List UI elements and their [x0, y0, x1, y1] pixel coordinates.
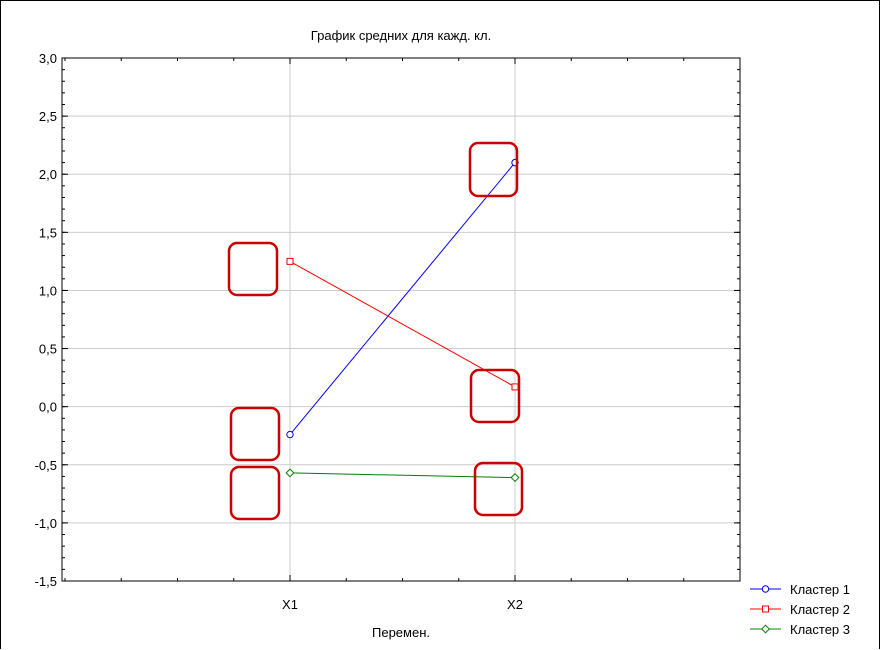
- y-tick-label: 0,0: [39, 400, 57, 415]
- y-tick-label: -1,5: [35, 574, 57, 589]
- series-layer: [285, 158, 520, 483]
- x-axis-label: Перемен.: [372, 625, 430, 640]
- highlight-box: [229, 406, 281, 462]
- legend-marker: [760, 624, 771, 634]
- data-point: [286, 257, 294, 265]
- x-tick-label: X2: [507, 597, 523, 612]
- data-point: [510, 473, 520, 483]
- highlight-box: [468, 141, 519, 198]
- y-tick-label: 1,0: [39, 283, 57, 298]
- x-tick-label: X1: [282, 597, 298, 612]
- legend-marker: [762, 605, 769, 613]
- y-tick-label: -1,0: [35, 516, 57, 531]
- highlight-box: [473, 461, 524, 517]
- series-3: [285, 468, 520, 483]
- legend-label: Кластер 2: [790, 602, 850, 617]
- series-line: [289, 260, 516, 388]
- highlight-box: [227, 241, 279, 297]
- y-tick-label: 2,0: [39, 167, 57, 182]
- legend-item-3: Кластер 3: [750, 622, 850, 637]
- data-point: [511, 383, 519, 391]
- highlight-box: [469, 368, 521, 424]
- data-point: [285, 468, 295, 478]
- legend-marker: [761, 585, 770, 593]
- y-tick-label: 3,0: [39, 51, 57, 66]
- legend-item-1: Кластер 1: [750, 582, 850, 597]
- highlight-layer: [227, 141, 524, 521]
- y-tick-label: 1,5: [39, 225, 57, 240]
- y-tick-label: 0,5: [39, 342, 57, 357]
- series-line: [289, 472, 516, 479]
- legend-label: Кластер 3: [790, 622, 850, 637]
- chart-title: График средних для кажд. кл.: [311, 28, 491, 43]
- legend-label: Кластер 1: [790, 582, 850, 597]
- minor-ticks: [62, 57, 741, 582]
- highlight-box: [229, 465, 281, 521]
- tick-labels: 3,0 2,5 2,0 1,5 1,0 0,5 0,0 -0,5 -1,0 -1,5 X1 X2: [35, 51, 523, 612]
- y-tick-label: 2,5: [39, 109, 57, 124]
- data-point: [286, 430, 294, 439]
- legend: Кластер 1 Кластер 2 Кластер 3: [750, 582, 850, 637]
- plot-area: [61, 57, 741, 582]
- legend-item-2: Кластер 2: [750, 602, 850, 617]
- series-line: [289, 162, 516, 435]
- y-tick-label: -0,5: [35, 458, 57, 473]
- series-2: [286, 257, 519, 391]
